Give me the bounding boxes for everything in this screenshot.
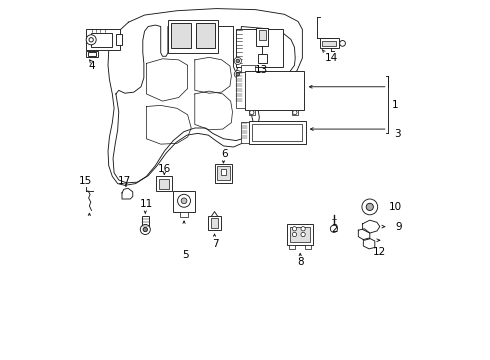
Circle shape (330, 225, 338, 232)
Bar (86, 51, 98, 57)
Bar (258, 54, 267, 63)
Bar (292, 110, 298, 115)
Bar (218, 166, 230, 180)
Text: 4: 4 (89, 61, 95, 71)
Bar (287, 224, 313, 245)
Bar (196, 23, 215, 48)
Text: 11: 11 (140, 199, 153, 210)
Bar (86, 30, 120, 50)
Bar (142, 216, 149, 229)
Circle shape (181, 198, 187, 204)
Bar (236, 30, 283, 67)
Circle shape (301, 232, 305, 237)
Bar (91, 33, 112, 46)
Bar (242, 122, 248, 143)
Text: 2: 2 (331, 225, 338, 234)
Text: 6: 6 (221, 149, 228, 159)
Bar (236, 72, 245, 108)
Bar (220, 169, 226, 175)
Text: 12: 12 (373, 247, 386, 257)
Bar (215, 164, 232, 183)
Circle shape (293, 111, 297, 115)
Bar (322, 41, 337, 46)
Circle shape (234, 57, 242, 64)
Bar (173, 191, 195, 212)
Text: 13: 13 (255, 65, 268, 75)
Bar (159, 179, 170, 189)
Circle shape (86, 35, 96, 45)
Bar (305, 245, 311, 249)
Circle shape (250, 111, 254, 115)
Text: 14: 14 (324, 53, 338, 63)
Bar (252, 125, 302, 140)
Text: 10: 10 (389, 202, 402, 212)
Circle shape (234, 71, 242, 78)
Text: 17: 17 (118, 176, 131, 186)
Bar (245, 71, 304, 110)
Bar (88, 52, 96, 55)
Bar (259, 30, 266, 40)
Bar (242, 64, 255, 75)
Text: 15: 15 (79, 176, 92, 186)
Circle shape (140, 225, 150, 234)
Bar (172, 23, 191, 48)
Bar (248, 121, 306, 144)
Circle shape (293, 232, 296, 237)
Circle shape (340, 41, 345, 46)
Bar (290, 226, 310, 242)
Bar (256, 28, 268, 45)
Text: 1: 1 (392, 100, 399, 110)
Bar (180, 212, 188, 217)
Bar (290, 245, 295, 249)
Text: 9: 9 (395, 222, 402, 231)
Bar (248, 110, 255, 115)
Circle shape (177, 194, 191, 207)
Circle shape (236, 59, 240, 63)
Circle shape (89, 38, 93, 42)
Text: 5: 5 (182, 249, 189, 260)
Bar (211, 218, 219, 228)
Bar (208, 216, 221, 230)
Circle shape (236, 72, 240, 76)
Circle shape (293, 226, 296, 231)
Circle shape (143, 227, 147, 231)
Bar (319, 39, 339, 48)
Text: 8: 8 (297, 257, 304, 267)
Bar (168, 21, 218, 53)
Bar (116, 34, 122, 45)
Text: 3: 3 (394, 129, 401, 139)
Circle shape (366, 203, 373, 211)
Text: 7: 7 (212, 239, 219, 249)
Circle shape (301, 226, 305, 231)
Bar (156, 176, 172, 192)
Text: 16: 16 (158, 163, 171, 174)
Circle shape (362, 199, 378, 215)
